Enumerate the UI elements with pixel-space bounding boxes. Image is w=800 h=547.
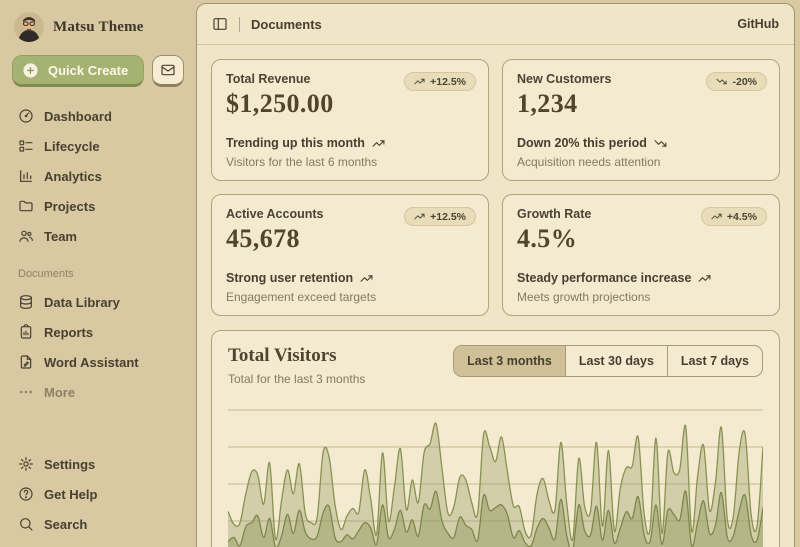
users-icon xyxy=(19,230,33,242)
brand: Matsu Theme xyxy=(12,10,184,55)
stat-card-total-revenue: Total Revenue +12.5% $1,250.00 Trending … xyxy=(211,59,489,181)
sidebar-item-word-assistant[interactable]: Word Assistant xyxy=(12,347,184,377)
main-panel: Documents GitHub Total Revenue +12.5% $1… xyxy=(196,3,795,547)
nav-label: Projects xyxy=(44,198,96,214)
search-icon xyxy=(20,518,33,531)
card-footer-title: Steady performance increase xyxy=(517,271,765,285)
gauge-icon xyxy=(19,109,33,123)
trend-badge: +12.5% xyxy=(404,72,476,91)
card-footer-desc: Visitors for the last 6 months xyxy=(226,155,378,169)
nav-label: Settings xyxy=(44,456,96,472)
inbox-button[interactable] xyxy=(152,55,184,87)
total-visitors-card: Total Visitors Total for the last 3 mont… xyxy=(211,330,780,547)
sidebar-main-nav: Dashboard Lifecycle Analytics Projects T… xyxy=(12,101,184,251)
card-value: 4.5% xyxy=(517,224,578,253)
sidebar-item-analytics[interactable]: Analytics xyxy=(12,161,184,191)
nav-label: Get Help xyxy=(44,486,98,502)
card-footer-title: Trending up this month xyxy=(226,136,474,150)
database-icon xyxy=(20,295,32,309)
sidebar-section-documents: Documents xyxy=(18,268,74,280)
card-title: Total Revenue xyxy=(226,72,311,86)
sidebar-item-lifecycle[interactable]: Lifecycle xyxy=(12,131,184,161)
sidebar-item-data-library[interactable]: Data Library xyxy=(12,287,184,317)
quick-create-button[interactable]: Quick Create xyxy=(12,55,144,87)
area-chart-svg xyxy=(228,409,763,547)
tab-last-3-months[interactable]: Last 3 months xyxy=(454,346,566,376)
ellipsis-icon xyxy=(20,390,32,394)
sidebar-item-settings[interactable]: Settings xyxy=(12,449,184,479)
nav-label: Data Library xyxy=(44,294,120,310)
sidebar-item-search[interactable]: Search xyxy=(12,509,184,539)
tab-last-7-days[interactable]: Last 7 days xyxy=(680,354,749,368)
card-footer-title: Strong user retention xyxy=(226,271,474,285)
stat-cards-grid: Total Revenue +12.5% $1,250.00 Trending … xyxy=(211,59,780,316)
stat-card-new-customers: New Customers -20% 1,234 Down 20% this p… xyxy=(502,59,780,181)
card-title: New Customers xyxy=(517,72,612,86)
trending-up-icon xyxy=(698,274,711,282)
list-icon xyxy=(19,140,33,152)
sidebar-item-dashboard[interactable]: Dashboard xyxy=(12,101,184,131)
sidebar-item-team[interactable]: Team xyxy=(12,221,184,251)
card-title: Growth Rate xyxy=(517,207,592,221)
sidebar-item-reports[interactable]: Reports xyxy=(12,317,184,347)
breadcrumb: Documents xyxy=(251,16,322,32)
sidebar-footer-nav: Settings Get Help Search xyxy=(12,449,184,541)
nav-label: Dashboard xyxy=(44,108,112,124)
plus-circle-icon xyxy=(23,62,38,78)
chart-subtitle: Total for the last 3 months xyxy=(228,372,366,386)
trend-badge: +4.5% xyxy=(700,207,767,226)
card-footer-desc: Acquisition needs attention xyxy=(517,155,661,169)
envelope-icon xyxy=(161,64,175,76)
trending-up-icon xyxy=(360,274,373,282)
range-tabs: Last 3 months Last 30 days Last 7 days xyxy=(453,345,763,377)
tab-last-30-days[interactable]: Last 30 days xyxy=(566,346,668,376)
nav-label: Search xyxy=(44,516,88,532)
card-footer-desc: Engagement exceed targets xyxy=(226,290,377,304)
sidebar-documents-nav: Data Library Reports Word Assistant More xyxy=(12,287,184,407)
nav-label: Reports xyxy=(44,324,94,340)
nav-label: More xyxy=(44,384,76,400)
sidebar-item-projects[interactable]: Projects xyxy=(12,191,184,221)
trend-badge: +12.5% xyxy=(404,207,476,226)
app-title: Matsu Theme xyxy=(53,18,144,35)
card-footer-desc: Meets growth projections xyxy=(517,290,651,304)
nav-label: Lifecycle xyxy=(44,138,100,154)
sidebar-item-more[interactable]: More xyxy=(12,377,184,407)
trending-up-icon xyxy=(711,213,722,220)
trending-up-icon xyxy=(414,213,425,220)
trend-badge: -20% xyxy=(706,72,767,91)
card-title: Active Accounts xyxy=(226,207,324,221)
stat-card-growth-rate: Growth Rate +4.5% 4.5% Steady performanc… xyxy=(502,194,780,316)
sidebar-toggle-icon[interactable] xyxy=(212,16,228,32)
help-icon xyxy=(19,487,33,501)
sidebar: Matsu Theme Quick Create Dashboard xyxy=(0,0,196,547)
file-pen-icon xyxy=(20,355,32,369)
quick-create-label: Quick Create xyxy=(48,62,129,78)
content: Total Revenue +12.5% $1,250.00 Trending … xyxy=(197,45,794,547)
chart-title: Total Visitors xyxy=(228,345,337,366)
topbar-separator xyxy=(239,16,240,32)
gear-icon xyxy=(19,457,33,471)
nav-label: Analytics xyxy=(44,168,102,184)
trending-down-icon xyxy=(654,139,667,147)
topbar: Documents GitHub xyxy=(197,4,794,45)
trending-down-icon xyxy=(716,78,728,85)
sidebar-item-get-help[interactable]: Get Help xyxy=(12,479,184,509)
trending-up-icon xyxy=(414,78,425,85)
card-value: 1,234 xyxy=(517,89,578,118)
card-footer-title: Down 20% this period xyxy=(517,136,765,150)
card-value: 45,678 xyxy=(226,224,300,253)
avatar xyxy=(14,12,44,42)
stat-card-active-accounts: Active Accounts +12.5% 45,678 Strong use… xyxy=(211,194,489,316)
github-link[interactable]: GitHub xyxy=(737,17,779,31)
chart-bar-icon xyxy=(20,170,32,182)
main-area: Documents GitHub Total Revenue +12.5% $1… xyxy=(196,0,800,547)
visitors-area-chart xyxy=(228,402,763,547)
clipboard-icon xyxy=(20,324,32,339)
nav-label: Word Assistant xyxy=(44,354,139,370)
nav-label: Team xyxy=(44,228,77,244)
trending-up-icon xyxy=(372,139,385,147)
card-value: $1,250.00 xyxy=(226,89,334,118)
folder-icon xyxy=(19,200,33,212)
